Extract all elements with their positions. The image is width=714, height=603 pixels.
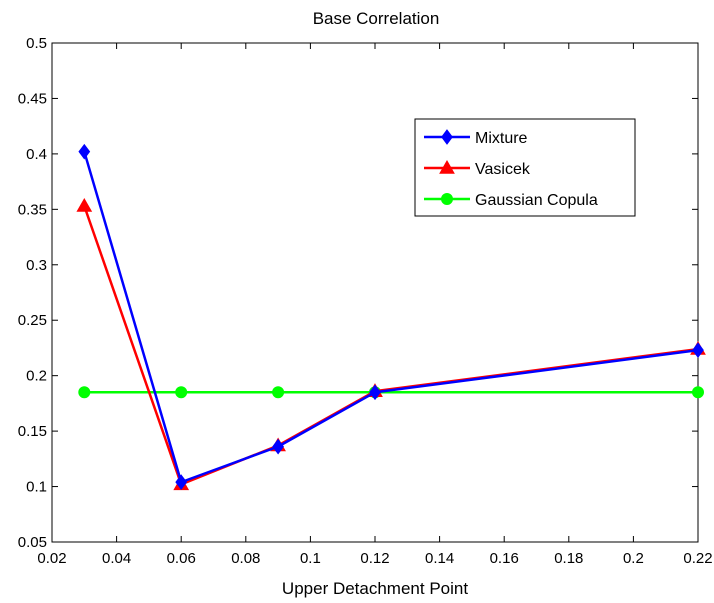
legend-marker-vasicek bbox=[439, 159, 455, 174]
x-tick-label: 0.08 bbox=[231, 550, 260, 567]
data-point-mixture bbox=[272, 438, 284, 455]
y-tick-label: 0.2 bbox=[26, 368, 47, 385]
y-tick-label: 0.3 bbox=[26, 257, 47, 274]
data-point-gaussian-copula bbox=[78, 386, 91, 399]
x-tick-label: 0.04 bbox=[102, 550, 131, 567]
data-point-mixture bbox=[369, 384, 381, 401]
x-tick-label: 0.22 bbox=[683, 550, 712, 567]
legend-label: Gaussian Copula bbox=[475, 192, 598, 209]
legend-marker-mixture bbox=[441, 129, 453, 145]
x-tick-label: 0.16 bbox=[490, 550, 519, 567]
y-tick-label: 0.35 bbox=[18, 201, 47, 218]
y-tick-label: 0.25 bbox=[18, 312, 47, 329]
legend-label: Mixture bbox=[475, 130, 528, 147]
y-tick-label: 0.4 bbox=[26, 146, 47, 163]
legend-item-mixture: Mixture bbox=[424, 129, 528, 147]
y-tick-label: 0.5 bbox=[26, 35, 47, 52]
legend-item-gaussian-copula: Gaussian Copula bbox=[424, 192, 598, 209]
x-tick-label: 0.12 bbox=[360, 550, 389, 567]
legend: Mixture Vasicek Gaussian Copula bbox=[414, 118, 636, 217]
y-tick-label: 0.45 bbox=[18, 90, 47, 107]
plot-area bbox=[51, 42, 699, 543]
y-tick-label: 0.05 bbox=[18, 534, 47, 551]
x-axis-label: Upper Detachment Point bbox=[282, 579, 468, 598]
x-tick-label: 0.1 bbox=[300, 550, 321, 567]
legend-marker-gaussian-copula bbox=[441, 193, 453, 205]
data-point-mixture bbox=[78, 143, 91, 160]
data-point-mixture bbox=[692, 342, 704, 358]
legend-label: Vasicek bbox=[475, 161, 531, 178]
legend-item-vasicek: Vasicek bbox=[424, 159, 531, 178]
data-point-vasicek bbox=[76, 197, 93, 212]
chart-title: Base Correlation bbox=[313, 9, 440, 28]
data-point-mixture bbox=[175, 474, 188, 490]
x-tick-label: 0.18 bbox=[554, 550, 583, 567]
x-tick-label: 0.2 bbox=[623, 550, 644, 567]
series-mixture bbox=[78, 143, 704, 490]
x-tick-label: 0.06 bbox=[167, 550, 196, 567]
y-tick-label: 0.1 bbox=[26, 479, 47, 496]
y-tick-label: 0.15 bbox=[18, 423, 47, 440]
data-point-gaussian-copula bbox=[692, 386, 704, 399]
data-point-gaussian-copula bbox=[272, 386, 285, 399]
data-point-gaussian-copula bbox=[175, 386, 188, 399]
x-tick-label: 0.02 bbox=[37, 550, 66, 567]
x-tick-label: 0.14 bbox=[425, 550, 454, 567]
